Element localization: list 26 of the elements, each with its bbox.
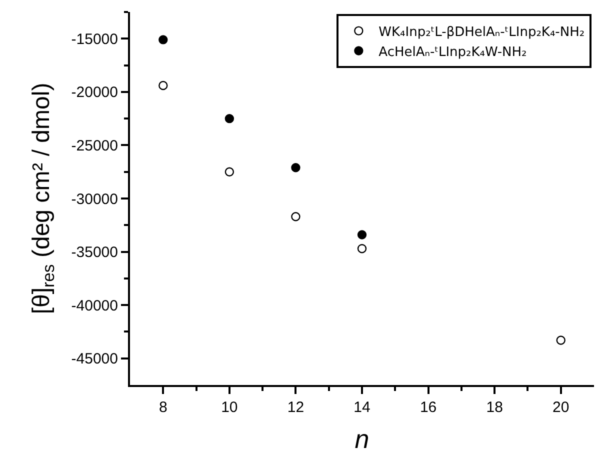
- y-tick-label: -45000: [71, 350, 118, 368]
- y-tick-label: -15000: [71, 30, 118, 48]
- x-axis-title: n: [354, 424, 370, 454]
- x-tick-label: 14: [354, 399, 370, 416]
- point: [224, 114, 234, 124]
- x-tick-label: 8: [158, 399, 168, 416]
- y-tick-label: -40000: [71, 297, 118, 314]
- legend-label: AcHelAₙ-ᵗLInp₂K₄W-NH₂: [378, 44, 527, 60]
- x-tick-label: 10: [221, 399, 238, 416]
- point: [291, 212, 300, 222]
- point: [224, 167, 234, 176]
- x-tick-label: 18: [486, 399, 503, 416]
- y-tick-label: -25000: [71, 137, 118, 154]
- x-tick-label: 20: [552, 399, 570, 416]
- legend-label: WK₄Inp₂ᵗL-βDHelAₙ-ᵗLInp₂K₄-NH₂: [378, 24, 585, 40]
- y-tick-label: -35000: [71, 244, 118, 262]
- point: [556, 336, 566, 345]
- point: [158, 35, 168, 44]
- point: [291, 162, 300, 172]
- point: [357, 230, 367, 240]
- x-tick-label: 12: [287, 399, 304, 416]
- y-tick-label: -20000: [71, 84, 118, 102]
- x-tick-label: 16: [420, 399, 437, 416]
- point: [158, 80, 168, 90]
- point: [357, 244, 367, 254]
- y-tick-label: -30000: [71, 190, 118, 208]
